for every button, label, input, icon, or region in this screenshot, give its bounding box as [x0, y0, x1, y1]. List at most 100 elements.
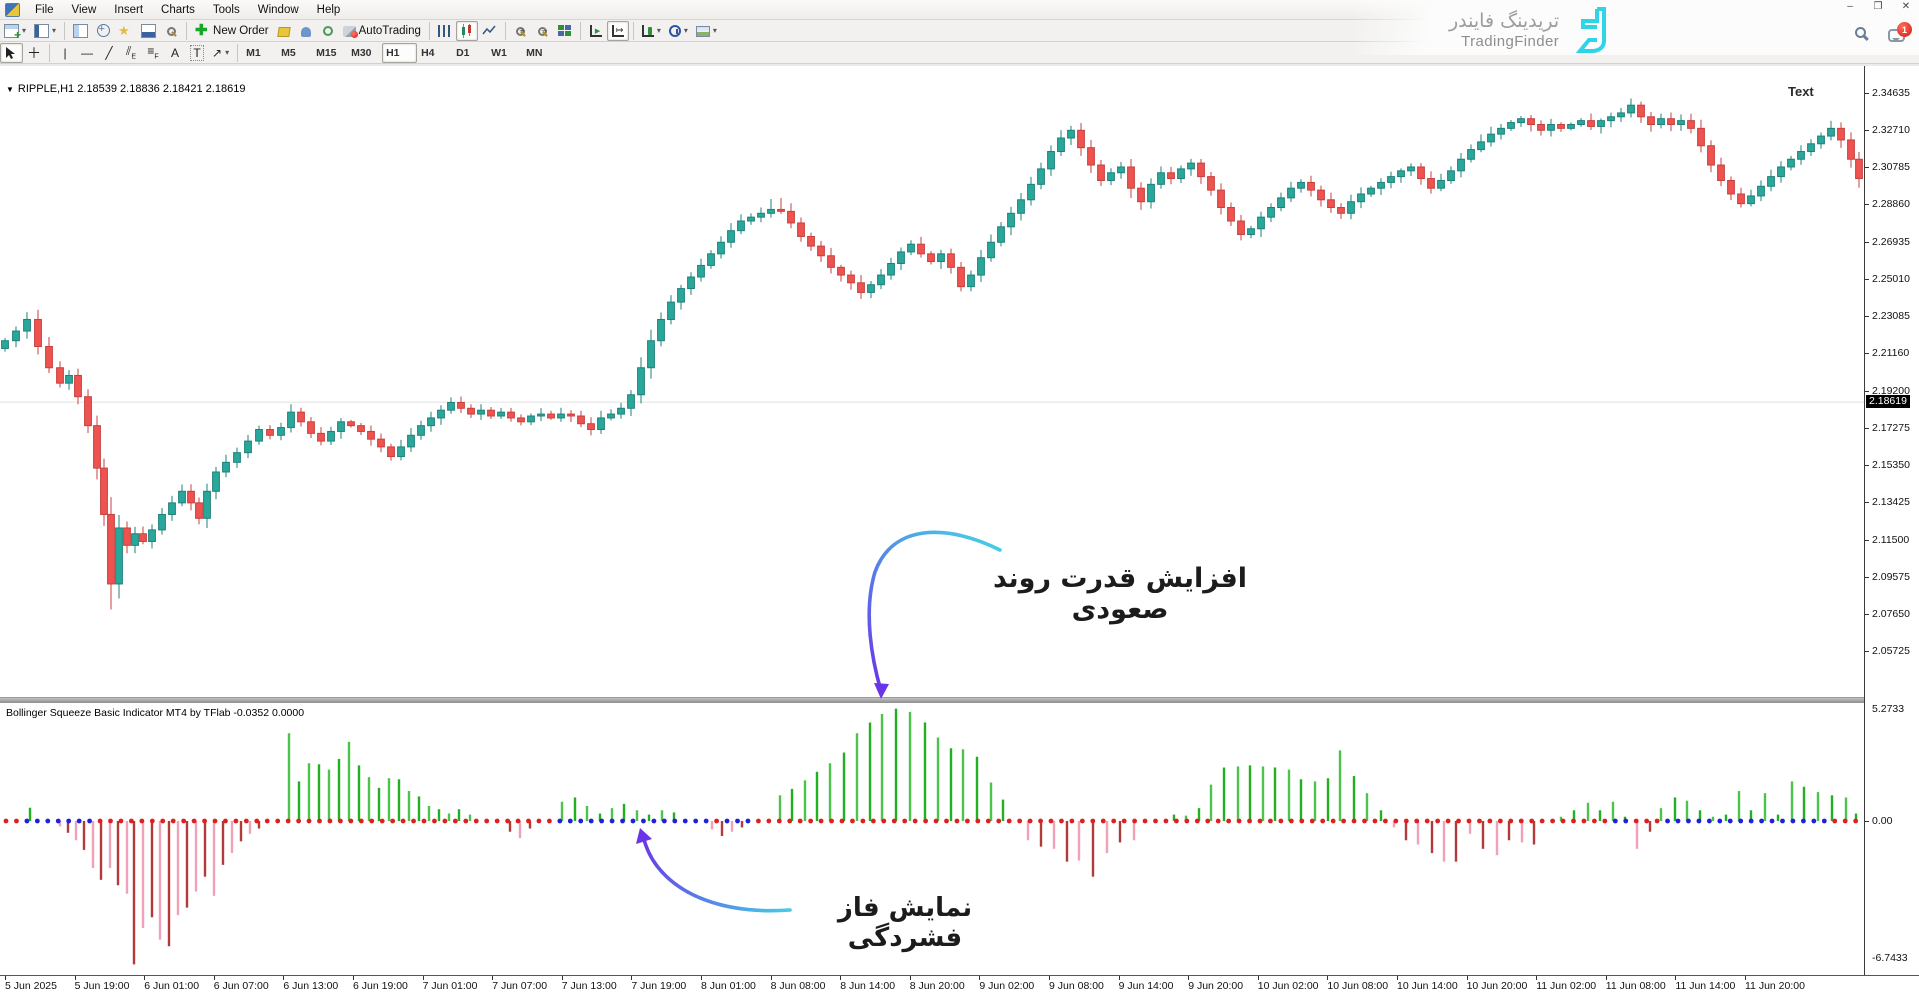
menu-tools[interactable]: Tools	[212, 3, 240, 16]
data-window-button[interactable]	[92, 21, 114, 41]
trendline-button[interactable]: ╱	[98, 43, 120, 63]
indicator-title[interactable]: Bollinger Squeeze Basic Indicator MT4 by…	[6, 707, 305, 719]
profiles-button[interactable]: ▾	[30, 21, 60, 41]
timeframe-h4[interactable]: H4	[421, 46, 435, 59]
fibonacci-button[interactable]: ≡F	[142, 43, 164, 63]
symbol-ohlc-label: ▼ RIPPLE,H1 2.18539 2.18836 2.18421 2.186…	[6, 83, 246, 95]
horizontal-line-button[interactable]: —	[76, 43, 98, 63]
restore-button[interactable]: ❐	[1873, 1, 1883, 12]
price-label: 2.09575	[1872, 570, 1910, 583]
trendline-icon: ╱	[105, 45, 113, 60]
market-watch-button[interactable]	[69, 21, 92, 41]
menu-help[interactable]: Help	[316, 3, 341, 16]
timeframe-m15[interactable]: M15	[316, 46, 337, 59]
templates-icon	[695, 25, 710, 37]
price-axis[interactable]: 2.34635 2.32710 2.30785 2.28860 2.26935 2.250…	[1865, 66, 1919, 975]
terminal-button[interactable]	[137, 21, 160, 41]
squeeze-annotation[interactable]: نمایش فاز فشردگی	[837, 893, 973, 953]
text-button[interactable]: A	[164, 43, 186, 63]
vertical-line-button[interactable]: |	[54, 43, 76, 63]
line-chart-button[interactable]	[478, 21, 501, 41]
price-tick	[1865, 539, 1869, 541]
time-tick	[422, 976, 424, 980]
text-icon: A	[170, 45, 179, 60]
time-label: 6 Jun 07:00	[213, 980, 269, 992]
time-label: 11 Jun 02:00	[1536, 980, 1597, 992]
indicators-icon	[641, 24, 654, 37]
time-axis[interactable]: 5 Jun 2025 5 Jun 19:00 6 Jun 01:00 6 Jun 07…	[0, 975, 1919, 996]
tile-windows-button[interactable]	[554, 21, 576, 41]
indicators-button[interactable]: ▾	[638, 21, 665, 41]
time-tick	[1397, 976, 1398, 980]
minimize-button[interactable]: –	[1847, 1, 1853, 12]
templates-button[interactable]: ▾	[692, 21, 721, 41]
menu-file[interactable]: File	[35, 3, 54, 16]
arrows-button[interactable]: ↗ ▾	[212, 45, 230, 60]
time-label: 11 Jun 20:00	[1745, 980, 1805, 992]
new-chart-icon	[4, 23, 21, 42]
chart-text-object[interactable]: Text	[1788, 84, 1814, 99]
squeeze-indicator-canvas[interactable]	[0, 703, 1864, 975]
timeframe-m5[interactable]: M5	[281, 46, 296, 59]
cursor-icon	[4, 46, 19, 60]
crosshair-button[interactable]: ＋	[23, 43, 45, 63]
menu-charts[interactable]: Charts	[161, 3, 195, 16]
close-button[interactable]: ✕	[1901, 1, 1911, 12]
time-tick	[840, 976, 842, 980]
search-icon[interactable]	[1855, 27, 1866, 38]
periods-button[interactable]: ▾	[665, 21, 692, 41]
current-price-tag: 2.18619	[1866, 395, 1910, 409]
equidistant-channel-icon: ⫽E	[125, 44, 137, 61]
strategy-tester-button[interactable]	[160, 21, 182, 41]
price-chart-canvas[interactable]	[0, 66, 1864, 697]
time-tick	[631, 976, 633, 980]
time-label: 8 Jun 08:00	[770, 980, 826, 992]
time-tick	[1188, 976, 1190, 980]
cursor-button[interactable]	[0, 42, 23, 63]
chat-icon[interactable]: 1	[1888, 22, 1912, 42]
signals-icon	[322, 26, 333, 36]
metaeditor-button[interactable]	[273, 21, 295, 41]
timeframe-mn[interactable]: MN	[526, 46, 543, 59]
time-tick	[1257, 976, 1259, 980]
menu-window[interactable]: Window	[257, 3, 299, 16]
time-tick	[770, 976, 772, 980]
timeframe-m30[interactable]: M30	[351, 46, 372, 59]
timeframe-w1[interactable]: W1	[491, 46, 507, 59]
fibonacci-icon: ≡F	[147, 44, 159, 61]
candlestick-chart-button[interactable]	[455, 20, 478, 41]
zoom-out-icon	[538, 25, 548, 36]
equidistant-channel-button[interactable]: ⫽E	[120, 43, 142, 63]
autotrading-button[interactable]: AutoTrading	[339, 21, 425, 41]
tradingfinder-title-en: TradingFinder	[1461, 33, 1560, 50]
zoom-in-icon	[516, 26, 526, 36]
navigator-button[interactable]: ★	[114, 21, 137, 41]
zoom-out-button[interactable]	[532, 21, 554, 41]
new-order-icon: ✚	[195, 21, 208, 39]
auto-scroll-button[interactable]	[585, 21, 607, 41]
community-button[interactable]	[295, 21, 317, 41]
horizontal-line-icon: —	[81, 45, 93, 60]
price-tick	[1865, 241, 1869, 243]
bar-chart-button[interactable]	[434, 21, 456, 41]
pane-separator[interactable]	[0, 697, 1919, 703]
new-order-button[interactable]: ✚ New Order	[191, 21, 273, 41]
time-tick	[1466, 976, 1468, 980]
chart-shift-button[interactable]	[606, 20, 629, 41]
time-label: 10 Jun 20:00	[1466, 980, 1528, 992]
timeframe-m1[interactable]: M1	[246, 46, 261, 59]
metaeditor-icon	[276, 26, 291, 37]
menu-insert[interactable]: Insert	[114, 3, 144, 16]
timeframe-d1[interactable]: D1	[456, 46, 470, 59]
new-chart-button[interactable]: ▾	[0, 21, 30, 42]
terminal-icon	[141, 23, 157, 38]
zoom-in-button[interactable]	[510, 21, 532, 41]
trend-annotation[interactable]: افزایش قدرت روند صعودی	[992, 563, 1248, 625]
text-label-button[interactable]: T	[186, 43, 208, 63]
signals-button[interactable]	[317, 21, 339, 41]
menu-view[interactable]: View	[71, 3, 97, 16]
symbol-dropdown-icon[interactable]: ▼	[6, 85, 14, 94]
new-order-label: New Order	[213, 24, 269, 37]
timeframe-h1[interactable]: H1	[382, 42, 418, 63]
price-label: 2.05725	[1872, 645, 1910, 658]
